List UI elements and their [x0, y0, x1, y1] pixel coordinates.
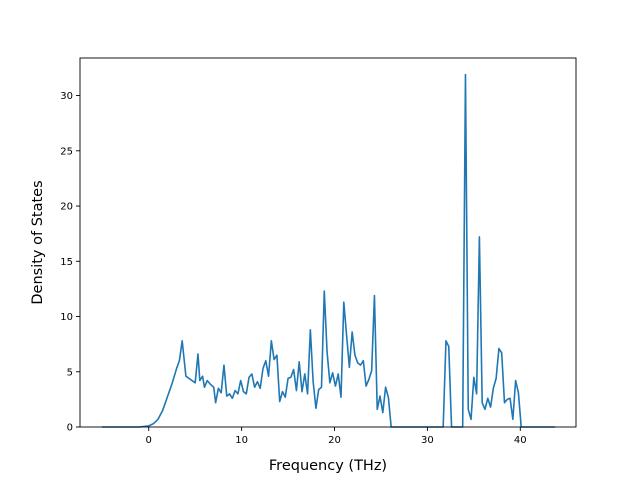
y-tick-label: 10 [60, 312, 73, 323]
axes-frame [79, 57, 577, 428]
x-tick-label: 10 [235, 435, 248, 446]
plot-area [101, 73, 556, 428]
y-tick-label: 0 [67, 423, 73, 434]
x-tick-label: 0 [146, 435, 152, 446]
series-line [101, 73, 556, 428]
x-tick-label: 30 [421, 435, 434, 446]
y-axis-ticks: 0 5 10 15 20 25 30 [60, 91, 80, 434]
x-tick-label: 40 [514, 435, 527, 446]
y-axis-label: Density of States [30, 180, 46, 304]
y-tick-label: 5 [67, 367, 73, 378]
x-axis-ticks: 0 10 20 30 40 [146, 427, 527, 446]
y-tick-label: 25 [60, 146, 73, 157]
y-tick-label: 30 [60, 91, 73, 102]
x-tick-label: 20 [328, 435, 341, 446]
x-axis-label: Frequency (THz) [269, 458, 387, 474]
y-tick-label: 15 [60, 257, 73, 268]
y-tick-label: 20 [60, 202, 73, 213]
